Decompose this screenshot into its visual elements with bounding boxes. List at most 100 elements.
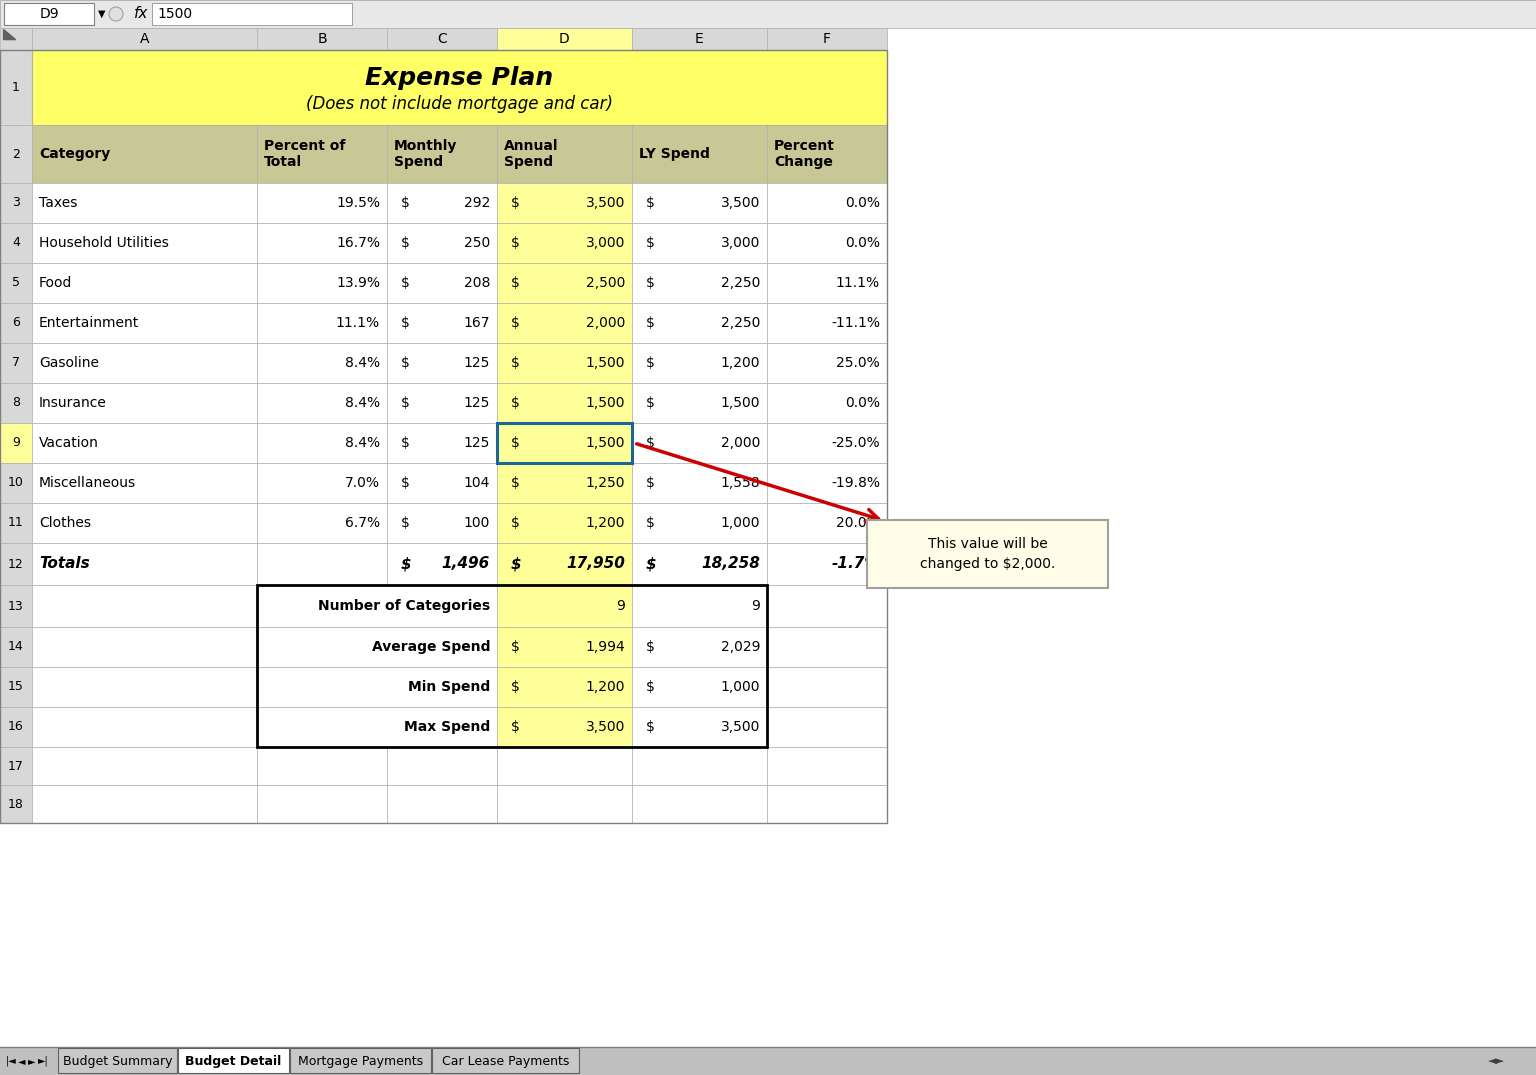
Bar: [886, 183, 1536, 223]
Bar: [0, 343, 32, 383]
Bar: [0, 183, 32, 223]
Text: 16.7%: 16.7%: [336, 236, 379, 250]
Text: Category: Category: [38, 147, 111, 161]
Bar: [32, 503, 257, 543]
Text: 1,558: 1,558: [720, 476, 760, 490]
Text: $: $: [647, 516, 654, 530]
Bar: [257, 627, 498, 666]
Text: 19.5%: 19.5%: [336, 196, 379, 210]
Bar: [387, 383, 498, 422]
Text: 12: 12: [8, 558, 25, 571]
Text: 3,500: 3,500: [720, 196, 760, 210]
Text: -11.1%: -11.1%: [831, 316, 880, 330]
Bar: [886, 422, 1536, 463]
Bar: [432, 1048, 579, 1073]
Text: 8: 8: [12, 397, 20, 410]
Text: Insurance: Insurance: [38, 396, 108, 410]
Bar: [631, 303, 766, 343]
Text: Average Spend: Average Spend: [372, 640, 490, 654]
Text: 1500: 1500: [157, 8, 192, 22]
Text: 6: 6: [12, 316, 20, 330]
Text: 18: 18: [8, 798, 25, 811]
Text: $: $: [401, 436, 410, 450]
Bar: [498, 543, 631, 585]
Bar: [498, 627, 631, 666]
Bar: [0, 747, 32, 785]
Bar: [498, 183, 631, 223]
Text: Annual
Spend: Annual Spend: [504, 139, 559, 169]
Text: 125: 125: [464, 396, 490, 410]
Text: Entertainment: Entertainment: [38, 316, 140, 330]
Text: 9: 9: [616, 599, 625, 613]
Bar: [886, 125, 1536, 183]
Bar: [498, 343, 631, 383]
Bar: [631, 707, 766, 747]
Bar: [0, 51, 32, 125]
Text: Mortgage Payments: Mortgage Payments: [298, 1055, 422, 1067]
Text: ◄: ◄: [18, 1056, 26, 1066]
Text: B: B: [318, 32, 327, 46]
Bar: [886, 383, 1536, 422]
Bar: [32, 627, 257, 666]
Bar: [498, 463, 631, 503]
Bar: [631, 463, 766, 503]
Text: $: $: [647, 557, 656, 572]
Text: Food: Food: [38, 276, 72, 290]
Bar: [766, 223, 886, 263]
Text: $: $: [401, 236, 410, 250]
Bar: [631, 503, 766, 543]
Bar: [387, 183, 498, 223]
Bar: [631, 747, 766, 785]
Text: 2,000: 2,000: [720, 436, 760, 450]
Text: 208: 208: [464, 276, 490, 290]
Bar: [766, 183, 886, 223]
Bar: [0, 463, 32, 503]
Bar: [498, 125, 631, 183]
Text: 2,250: 2,250: [720, 316, 760, 330]
Bar: [32, 303, 257, 343]
Bar: [766, 503, 886, 543]
Bar: [32, 125, 257, 183]
Bar: [0, 383, 32, 422]
Bar: [766, 263, 886, 303]
Bar: [32, 747, 257, 785]
Text: Taxes: Taxes: [38, 196, 77, 210]
Text: ►: ►: [28, 1056, 35, 1066]
Bar: [32, 28, 257, 51]
Text: $: $: [647, 436, 654, 450]
Text: Miscellaneous: Miscellaneous: [38, 476, 137, 490]
Bar: [32, 343, 257, 383]
Bar: [387, 463, 498, 503]
Bar: [766, 125, 886, 183]
Text: 1,250: 1,250: [585, 476, 625, 490]
Text: -25.0%: -25.0%: [831, 436, 880, 450]
Bar: [32, 666, 257, 707]
Text: 3: 3: [12, 197, 20, 210]
Text: $: $: [401, 476, 410, 490]
Bar: [886, 627, 1536, 666]
Text: -19.8%: -19.8%: [831, 476, 880, 490]
Bar: [257, 503, 387, 543]
Bar: [498, 785, 631, 823]
Text: 1,000: 1,000: [720, 680, 760, 694]
Bar: [257, 543, 387, 585]
Bar: [0, 422, 32, 463]
Text: 11.1%: 11.1%: [336, 316, 379, 330]
Bar: [766, 666, 886, 707]
Text: 8.4%: 8.4%: [346, 436, 379, 450]
Text: 2,029: 2,029: [720, 640, 760, 654]
Bar: [498, 383, 631, 422]
Text: 104: 104: [464, 476, 490, 490]
Text: Gasoline: Gasoline: [38, 356, 98, 370]
Text: 17,950: 17,950: [567, 557, 625, 572]
Text: 11.1%: 11.1%: [836, 276, 880, 290]
Text: 6.7%: 6.7%: [346, 516, 379, 530]
Bar: [257, 343, 387, 383]
Text: $: $: [647, 236, 654, 250]
Text: 125: 125: [464, 356, 490, 370]
Text: $: $: [511, 276, 519, 290]
Bar: [387, 303, 498, 343]
Bar: [0, 585, 32, 627]
Text: $: $: [401, 196, 410, 210]
Text: 1,500: 1,500: [720, 396, 760, 410]
